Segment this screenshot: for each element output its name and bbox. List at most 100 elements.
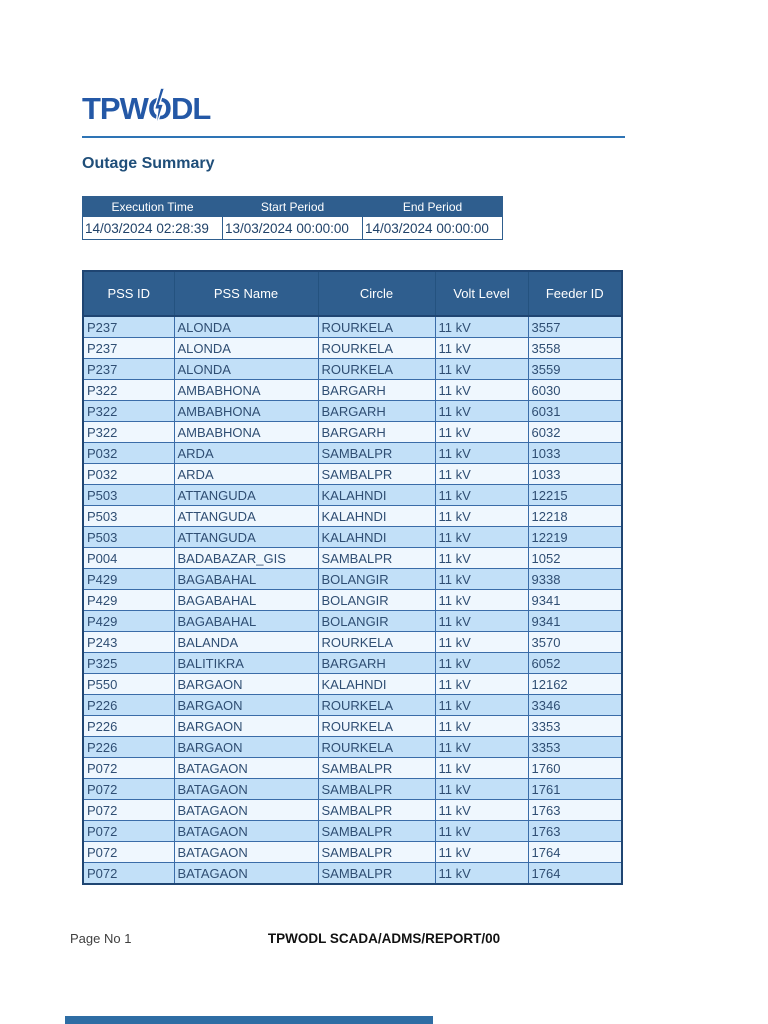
circle-cell: ROURKELA — [317, 315, 436, 338]
circle-cell: BARGARH — [317, 400, 436, 422]
circle-cell: KALAHNDI — [317, 484, 436, 506]
feeder-id-cell: 3353 — [527, 715, 623, 737]
table-row: P226 BARGAON ROURKELA 11 kV 3346 — [82, 694, 623, 716]
table-row: P072 BATAGAON SAMBALPR 11 kV 1761 — [82, 778, 623, 800]
volt-level-cell: 11 kV — [434, 463, 529, 485]
feeder-id-cell: 1760 — [527, 757, 623, 779]
report-code: TPWODL SCADA/ADMS/REPORT/00 — [267, 931, 501, 946]
next-page-table-edge — [65, 1016, 433, 1024]
pss-id-cell: P072 — [82, 778, 175, 800]
table-row: P322 AMBABHONA BARGARH 11 kV 6030 — [82, 379, 623, 401]
pss-name-cell: BARGAON — [173, 715, 319, 737]
volt-level-cell: 11 kV — [434, 358, 529, 380]
circle-cell: ROURKELA — [317, 736, 436, 758]
pss-id-cell: P072 — [82, 841, 175, 863]
pss-name-cell: BAGABAHAL — [173, 589, 319, 611]
volt-level-cell: 11 kV — [434, 526, 529, 548]
circle-cell: ROURKELA — [317, 694, 436, 716]
table-row: P503 ATTANGUDA KALAHNDI 11 kV 12218 — [82, 505, 623, 527]
feeder-id-cell: 1033 — [527, 442, 623, 464]
table-row: P072 BATAGAON SAMBALPR 11 kV 1764 — [82, 841, 623, 863]
table-row: P503 ATTANGUDA KALAHNDI 11 kV 12215 — [82, 484, 623, 506]
pss-name-cell: BATAGAON — [173, 820, 319, 842]
pss-name-cell: BARGAON — [173, 694, 319, 716]
column-header-pss-name: PSS Name — [173, 270, 319, 317]
table-row: P237 ALONDA ROURKELA 11 kV 3557 — [82, 315, 623, 338]
pss-id-cell: P429 — [82, 568, 175, 590]
pss-name-cell: AMBABHONA — [173, 379, 319, 401]
pss-id-cell: P237 — [82, 315, 175, 338]
execution-info-table: Execution Time Start Period End Period 1… — [82, 196, 503, 240]
pss-id-cell: P429 — [82, 589, 175, 611]
feeder-id-cell: 6030 — [527, 379, 623, 401]
pss-name-cell: ALONDA — [173, 337, 319, 359]
table-row: P072 BATAGAON SAMBALPR 11 kV 1763 — [82, 820, 623, 842]
page-title: Outage Summary — [82, 155, 215, 172]
feeder-id-cell: 9341 — [527, 589, 623, 611]
info-header-end-period: End Period — [362, 196, 503, 217]
circle-cell: SAMBALPR — [317, 463, 436, 485]
volt-level-cell: 11 kV — [434, 841, 529, 863]
table-row: P072 BATAGAON SAMBALPR 11 kV 1760 — [82, 757, 623, 779]
circle-cell: BOLANGIR — [317, 568, 436, 590]
volt-level-cell: 11 kV — [434, 442, 529, 464]
pss-name-cell: BAGABAHAL — [173, 610, 319, 632]
pss-name-cell: AMBABHONA — [173, 400, 319, 422]
volt-level-cell: 11 kV — [434, 547, 529, 569]
circle-cell: ROURKELA — [317, 715, 436, 737]
volt-level-cell: 11 kV — [434, 862, 529, 885]
circle-cell: SAMBALPR — [317, 547, 436, 569]
circle-cell: SAMBALPR — [317, 778, 436, 800]
volt-level-cell: 11 kV — [434, 631, 529, 653]
feeder-id-cell: 1764 — [527, 841, 623, 863]
pss-id-cell: P072 — [82, 799, 175, 821]
logo-letter-o: O — [148, 88, 172, 129]
pss-id-cell: P226 — [82, 736, 175, 758]
table-row: P226 BARGAON ROURKELA 11 kV 3353 — [82, 736, 623, 758]
table-row: P032 ARDA SAMBALPR 11 kV 1033 — [82, 463, 623, 485]
circle-cell: BOLANGIR — [317, 589, 436, 611]
volt-level-cell: 11 kV — [434, 652, 529, 674]
pss-name-cell: BATAGAON — [173, 841, 319, 863]
feeder-id-cell: 6031 — [527, 400, 623, 422]
feeder-id-cell: 1052 — [527, 547, 623, 569]
circle-cell: SAMBALPR — [317, 820, 436, 842]
feeder-id-cell: 3558 — [527, 337, 623, 359]
circle-cell: BARGARH — [317, 421, 436, 443]
circle-cell: ROURKELA — [317, 358, 436, 380]
volt-level-cell: 11 kV — [434, 757, 529, 779]
volt-level-cell: 11 kV — [434, 589, 529, 611]
pss-id-cell: P322 — [82, 379, 175, 401]
header-divider — [82, 136, 625, 138]
feeder-id-cell: 12162 — [527, 673, 623, 695]
volt-level-cell: 11 kV — [434, 379, 529, 401]
start-period-value: 13/03/2024 00:00:00 — [222, 216, 363, 240]
tpwodl-logo: TPWO DL — [82, 88, 211, 129]
circle-cell: SAMBALPR — [317, 442, 436, 464]
feeder-id-cell: 1763 — [527, 820, 623, 842]
circle-cell: KALAHNDI — [317, 505, 436, 527]
pss-name-cell: ALONDA — [173, 315, 319, 338]
circle-cell: KALAHNDI — [317, 673, 436, 695]
pss-id-cell: P072 — [82, 820, 175, 842]
feeder-id-cell: 1763 — [527, 799, 623, 821]
pss-id-cell: P072 — [82, 757, 175, 779]
pss-id-cell: P237 — [82, 358, 175, 380]
volt-level-cell: 11 kV — [434, 694, 529, 716]
volt-level-cell: 11 kV — [434, 673, 529, 695]
pss-name-cell: BATAGAON — [173, 862, 319, 885]
table-row: P322 AMBABHONA BARGARH 11 kV 6031 — [82, 400, 623, 422]
volt-level-cell: 11 kV — [434, 610, 529, 632]
feeder-id-cell: 9341 — [527, 610, 623, 632]
pss-id-cell: P032 — [82, 463, 175, 485]
pss-id-cell: P237 — [82, 337, 175, 359]
pss-id-cell: P429 — [82, 610, 175, 632]
circle-cell: SAMBALPR — [317, 757, 436, 779]
table-row: P072 BATAGAON SAMBALPR 11 kV 1763 — [82, 799, 623, 821]
feeder-id-cell: 3570 — [527, 631, 623, 653]
circle-cell: SAMBALPR — [317, 799, 436, 821]
volt-level-cell: 11 kV — [434, 736, 529, 758]
outage-summary-table: PSS ID PSS Name Circle Volt Level Feeder… — [82, 270, 623, 885]
circle-cell: BARGARH — [317, 652, 436, 674]
volt-level-cell: 11 kV — [434, 778, 529, 800]
